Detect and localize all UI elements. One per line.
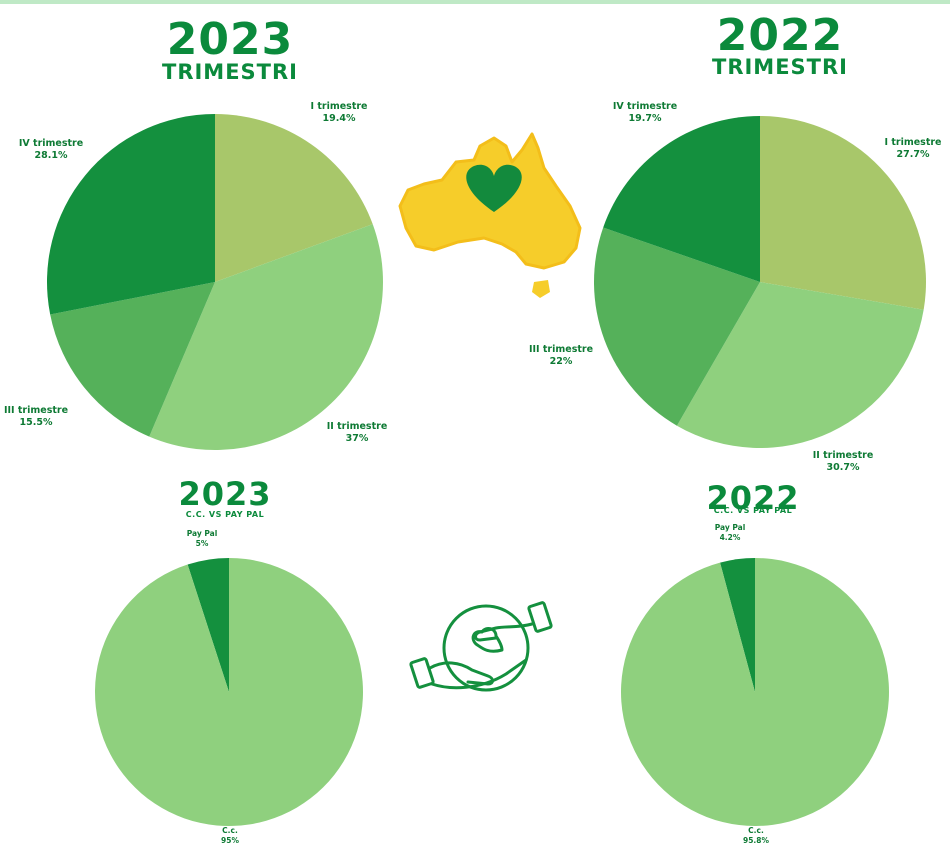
slice-label-name: IV trimestre [18, 138, 84, 149]
slice-label-name: Pay Pal [186, 529, 218, 538]
slice-label-name: II trimestre [326, 421, 388, 432]
slice-label-name: I trimestre [884, 137, 942, 148]
pie-slice-pay-pal [720, 558, 755, 692]
pie-slice-c-c [95, 558, 364, 826]
slice-label-2022-paypal: Pay Pal 4.2% [700, 523, 760, 543]
slice-label-value: 37% [345, 433, 369, 444]
slice-label-value: 5% [195, 539, 209, 548]
slice-label-name: C.c. [222, 826, 238, 835]
slice-label-2022-cc: C.c. 95.8% [732, 826, 780, 846]
pie-slice-iv-trimestre [47, 114, 215, 315]
slice-label-name: III trimestre [528, 344, 594, 355]
chart-title-2022-trimestri: 2022 [716, 10, 844, 61]
hands-giving-heart-icon [409, 601, 553, 692]
pie-slice-pay-pal [187, 558, 229, 692]
slice-label-value: 22% [549, 356, 573, 367]
slice-label-value: 95.8% [742, 836, 770, 845]
slice-label-value: 28.1% [34, 150, 68, 161]
slice-label-value: 19.4% [322, 113, 356, 124]
slice-label-value: 19.7% [628, 113, 662, 124]
slice-label-2023-paypal: Pay Pal 5% [172, 529, 232, 549]
pie-slice-i-trimestre [760, 116, 926, 310]
slice-label-2023-q1: I trimestre 19.4% [294, 101, 384, 125]
pie-slice-ii-trimestre [149, 224, 383, 450]
chart-subtitle-2023-payment: C.C. VS PAY PAL [185, 510, 265, 519]
slice-label-value: 30.7% [826, 462, 860, 473]
slice-label-2023-q2: II trimestre 37% [312, 421, 402, 445]
slice-label-name: I trimestre [310, 101, 368, 112]
pie-slice-ii-trimestre [676, 282, 924, 448]
pie-slice-iv-trimestre [603, 115, 760, 282]
slice-label-2022-q1: I trimestre 27.7% [876, 137, 950, 161]
slice-label-name: II trimestre [812, 450, 874, 461]
pie-slice-iii-trimestre [594, 227, 760, 426]
chart-title-2023-trimestri: 2023 [166, 14, 294, 65]
slice-label-value: 95% [221, 836, 239, 845]
pie-slice-iii-trimestre [50, 282, 216, 437]
australia-map-icon [398, 132, 582, 298]
slice-label-name: Pay Pal [714, 523, 746, 532]
slice-label-2023-q3: III trimestre 15.5% [0, 405, 72, 429]
slice-label-2022-q2: II trimestre 30.7% [798, 450, 888, 474]
slice-label-name: C.c. [748, 826, 764, 835]
heart-icon [466, 164, 522, 212]
chart-title-2023-payment: 2023 [178, 475, 272, 513]
slice-label-value: 27.7% [896, 149, 930, 160]
slice-label-value: 15.5% [19, 417, 53, 428]
pie-slice-i-trimestre [215, 114, 373, 282]
slice-label-2022-q3: III trimestre 22% [516, 344, 606, 368]
slice-label-2023-q4: IV trimestre 28.1% [10, 138, 92, 162]
chart-subtitle-2022-trimestri: TRIMESTRI [712, 55, 848, 79]
chart-title-2022-payment: 2022 [706, 479, 800, 517]
slice-label-name: III trimestre [3, 405, 69, 416]
chart-subtitle-2022-payment: C.C. VS PAY PAL [713, 506, 793, 515]
top-border [0, 0, 950, 4]
slice-label-2023-cc: C.c. 95% [208, 826, 252, 846]
pie-slice-c-c [620, 558, 889, 826]
chart-subtitle-2023-trimestri: TRIMESTRI [162, 60, 298, 84]
slice-label-value: 4.2% [719, 533, 741, 542]
slice-label-name: IV trimestre [612, 101, 678, 112]
slice-label-2022-q4: IV trimestre 19.7% [600, 101, 690, 125]
